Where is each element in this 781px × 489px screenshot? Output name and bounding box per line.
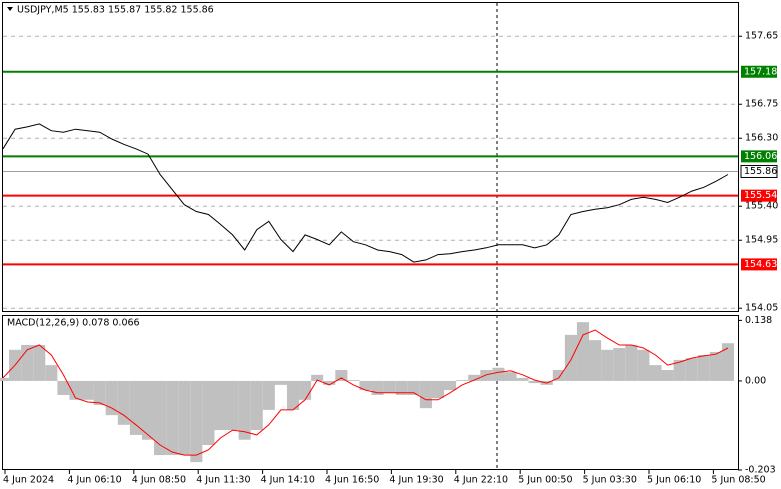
- macd-bar: [93, 380, 106, 406]
- macd-bar: [625, 344, 638, 381]
- y-tick-label: 156.30: [745, 133, 778, 144]
- macd-bar: [335, 369, 348, 381]
- macd-bar: [444, 380, 457, 391]
- macd-bar: [395, 380, 408, 395]
- macd-bar: [601, 349, 614, 381]
- macd-bar: [721, 343, 735, 381]
- y-tick-label: 156.75: [745, 99, 778, 110]
- macd-bar: [589, 340, 602, 381]
- macd-bar: [69, 380, 82, 400]
- macd-bar: [178, 380, 191, 456]
- macd-bar: [33, 344, 46, 381]
- y-tick-label: -0.203: [745, 465, 776, 476]
- macd-bar: [480, 369, 493, 381]
- macd-bar: [166, 380, 179, 456]
- x-tick-label: 4 Jun 11:30: [196, 475, 250, 486]
- macd-bar: [419, 380, 432, 409]
- macd-bar: [226, 380, 239, 431]
- macd-bar: [141, 380, 155, 440]
- macd-bar: [613, 348, 626, 381]
- macd-bar: [504, 372, 517, 381]
- level-label: 155.54: [744, 190, 777, 201]
- macd-bar: [250, 380, 263, 431]
- macd-bar: [359, 380, 372, 391]
- macd-bar: [528, 380, 541, 384]
- macd-bar: [649, 365, 662, 381]
- macd-bar: [709, 351, 722, 381]
- x-tick-label: 4 Jun 06:10: [67, 475, 121, 486]
- macd-bar: [274, 380, 287, 385]
- macd-bar: [81, 380, 94, 400]
- y-tick-label: 157.65: [745, 31, 778, 42]
- y-tick-label: 154.95: [745, 235, 778, 246]
- y-tick-label: 154.05: [745, 303, 778, 314]
- macd-bar: [552, 369, 565, 381]
- macd-bar: [407, 380, 420, 395]
- y-tick-label: 155.40: [745, 201, 778, 212]
- last-price-label: 155.86: [744, 166, 777, 177]
- x-tick-label: 4 Jun 08:50: [132, 475, 186, 486]
- x-tick-label: 5 Jun 00:50: [518, 475, 572, 486]
- macd-bar: [347, 380, 360, 381]
- macd-bar: [697, 355, 710, 381]
- macd-bar: [456, 380, 469, 381]
- y-tick-label: 0.00: [745, 375, 766, 386]
- macd-bar: [286, 380, 300, 410]
- macd-title: MACD(12,26,9) 0.078 0.066: [7, 318, 140, 329]
- level-label-box: [741, 189, 777, 202]
- macd-bar: [576, 322, 590, 381]
- chart-title: USDJPY,M5 155.83 155.87 155.82 155.86: [17, 5, 214, 16]
- macd-bar: [492, 367, 505, 381]
- macd-bar: [154, 380, 167, 456]
- macd-bar: [673, 359, 686, 381]
- macd-bar: [637, 349, 650, 381]
- x-tick-label: 5 Jun 06:10: [647, 475, 701, 486]
- menu-triangle: [7, 7, 13, 11]
- macd-bar: [431, 380, 445, 399]
- x-tick-label: 4 Jun 22:10: [454, 475, 508, 486]
- macd-bar: [262, 380, 275, 410]
- macd-bar: [661, 369, 674, 381]
- macd-bar: [516, 377, 529, 381]
- x-tick-label: 4 Jun 19:30: [389, 475, 443, 486]
- macd-bar: [311, 374, 324, 381]
- macd-bar: [323, 380, 336, 385]
- macd-bar: [129, 380, 142, 435]
- macd-bar: [468, 374, 481, 381]
- level-label: 157.18: [744, 66, 777, 77]
- macd-panel: [2, 315, 739, 470]
- price-line: [2, 123, 729, 263]
- y-tick-label: 0.138: [745, 315, 772, 326]
- macd-bar: [190, 380, 203, 463]
- level-label: 154.63: [744, 259, 777, 270]
- level-label: 156.06: [744, 151, 777, 162]
- macd-bar: [238, 380, 251, 440]
- macd-bar: [685, 358, 698, 381]
- level-label-box: [741, 65, 777, 78]
- macd-bar: [0, 377, 10, 381]
- level-label-box: [741, 150, 777, 163]
- x-tick-label: 5 Jun 03:30: [583, 475, 637, 486]
- price-panel: [2, 2, 739, 312]
- macd-bar: [371, 380, 384, 395]
- x-tick-label: 5 Jun 08:50: [711, 475, 765, 486]
- last-price-box: [740, 164, 778, 178]
- signal-line: [2, 329, 729, 456]
- macd-bar: [45, 365, 58, 381]
- macd-bar: [202, 380, 215, 445]
- x-tick-label: 4 Jun 2024: [3, 475, 54, 486]
- macd-bar: [57, 380, 70, 395]
- macd-bar: [564, 334, 577, 381]
- macd-bar: [299, 380, 312, 400]
- x-tick-label: 4 Jun 16:50: [325, 475, 379, 486]
- macd-bar: [383, 380, 396, 393]
- macd-bar: [214, 380, 227, 431]
- x-tick-label: 4 Jun 14:10: [261, 475, 315, 486]
- level-label-box: [741, 258, 777, 271]
